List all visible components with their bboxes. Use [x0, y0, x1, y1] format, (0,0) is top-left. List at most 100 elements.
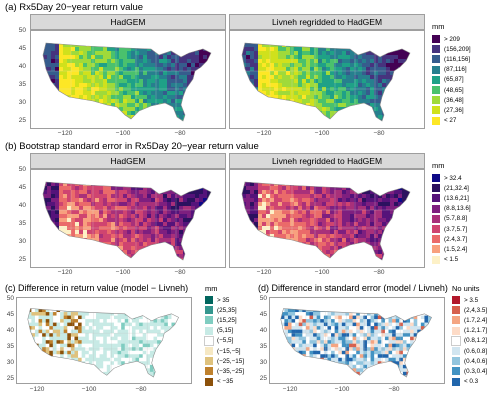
panel-d-title: (d) Difference in standard error (model … — [258, 283, 448, 293]
panel-c-map — [16, 297, 192, 384]
ytick: 25 — [18, 117, 26, 124]
panel-a2-map — [229, 30, 425, 129]
panel-d-map — [269, 297, 445, 384]
legend-label: (156,209] — [444, 45, 471, 53]
ytick: 50 — [259, 295, 267, 302]
legend-label: (1.5,2.4] — [444, 245, 468, 253]
legend-label: < −35 — [217, 378, 234, 386]
panel-a-title: (a) Rx5Day 20−year return value — [5, 2, 144, 13]
legend-label: > 3.5 — [464, 296, 479, 304]
legend-swatch — [451, 335, 461, 346]
legend-swatch — [432, 35, 440, 44]
legend-swatch — [452, 377, 460, 386]
ytick: 30 — [18, 99, 26, 106]
legend-label: (1.7,2.4] — [464, 316, 488, 324]
legend-label: < 0.3 — [464, 378, 479, 386]
panel-a1-map — [30, 30, 226, 129]
panel-b2-strip: Livneh regridded to HadGEM — [229, 153, 425, 169]
legend-label: (13.6,21] — [444, 194, 469, 202]
legend-item: (36,48] — [432, 95, 471, 105]
legend-label: (−35,−25] — [217, 367, 244, 375]
ytick: 45 — [259, 311, 267, 318]
legend-item: (0.4,0.6] — [452, 356, 487, 366]
legend-label: (0.6,0.8] — [464, 347, 488, 355]
panel-a1-strip: HadGEM — [30, 14, 226, 30]
legend-item: (1.2,1.7] — [452, 326, 487, 336]
legend-swatch — [432, 225, 440, 234]
legend-swatch — [205, 316, 213, 325]
legend-a: mm > 209 (156,209] (116,156] (87,116] (65,87… — [432, 22, 471, 126]
xtick: −120 — [256, 269, 272, 276]
ytick: 25 — [6, 375, 14, 382]
xtick: −100 — [115, 269, 131, 276]
legend-swatch — [432, 184, 440, 193]
legend-label: (48,65] — [444, 86, 464, 94]
legend-swatch — [205, 377, 213, 386]
ytick: 40 — [6, 327, 14, 334]
legend-item: (1.7,2.4] — [452, 315, 487, 325]
ytick: 30 — [18, 238, 26, 245]
legend-swatch — [432, 214, 440, 223]
legend-item: (0.8,1.2] — [451, 335, 487, 346]
legend-item: (27,36] — [432, 105, 471, 115]
legend-swatch — [452, 316, 460, 325]
xtick: −80 — [388, 386, 400, 393]
legend-swatch — [205, 347, 213, 356]
legend-swatch — [452, 326, 460, 335]
ytick: 45 — [18, 184, 26, 191]
panel-a2-strip: Livneh regridded to HadGEM — [229, 14, 425, 30]
xtick: −100 — [314, 130, 330, 137]
legend-label: (36,48] — [444, 96, 464, 104]
legend-label: (−15,−5] — [217, 347, 241, 355]
legend-item: (2,4,3.5] — [452, 305, 487, 315]
ytick: 50 — [18, 27, 26, 34]
legend-swatch — [432, 75, 440, 84]
legend-swatch — [452, 347, 460, 356]
xtick: −80 — [135, 386, 147, 393]
legend-label: (21,32.4] — [444, 184, 469, 192]
ytick: 40 — [18, 202, 26, 209]
legend-item: (116,156] — [432, 54, 471, 64]
legend-item: (1.5,2.4] — [432, 244, 471, 254]
ytick: 40 — [18, 63, 26, 70]
xtick: −80 — [373, 130, 385, 137]
legend-label: (2,4,3.5] — [464, 306, 488, 314]
legend-label: (27,36] — [444, 106, 464, 114]
legend-item: (87,116] — [432, 65, 471, 75]
legend-item: (0.6,0.8] — [452, 346, 487, 356]
xtick: −100 — [334, 386, 350, 393]
legend-label: (15,25] — [217, 316, 237, 324]
legend-label: > 32.4 — [444, 174, 462, 182]
panel-b1-map — [30, 169, 226, 268]
xtick: −100 — [115, 130, 131, 137]
legend-label: (87,116] — [444, 66, 467, 74]
panel-b2-map — [229, 169, 425, 268]
legend-swatch — [432, 116, 440, 125]
xtick: −120 — [256, 130, 272, 137]
legend-swatch — [432, 65, 440, 74]
legend-swatch — [205, 357, 213, 366]
panel-b1-strip: HadGEM — [30, 153, 226, 169]
legend-item: (2.4,3.7] — [432, 234, 471, 244]
legend-item: (8.8,13.6] — [432, 204, 471, 214]
legend-item: (15,25] — [205, 315, 244, 325]
legend-label: < 27 — [444, 117, 457, 125]
ytick: 35 — [6, 343, 14, 350]
legend-label: > 209 — [444, 35, 460, 43]
legend-item: (65,87] — [432, 75, 471, 85]
legend-swatch — [432, 55, 440, 64]
ytick: 50 — [18, 166, 26, 173]
legend-label: (2.4,3.7] — [444, 235, 468, 243]
legend-label: (0.4,0.6] — [464, 357, 488, 365]
legend-label: (0.3,0.4] — [464, 367, 488, 375]
legend-item: (−5,5] — [204, 335, 244, 346]
legend-swatch — [432, 235, 440, 244]
legend-label: (5,15] — [217, 327, 234, 335]
legend-item: (48,65] — [432, 85, 471, 95]
legend-swatch — [205, 296, 213, 305]
xtick: −100 — [81, 386, 97, 393]
legend-item: (21,32.4] — [432, 183, 471, 193]
legend-swatch — [452, 296, 460, 305]
legend-item: (−15,−5] — [205, 346, 244, 356]
legend-item: (5,15] — [205, 326, 244, 336]
